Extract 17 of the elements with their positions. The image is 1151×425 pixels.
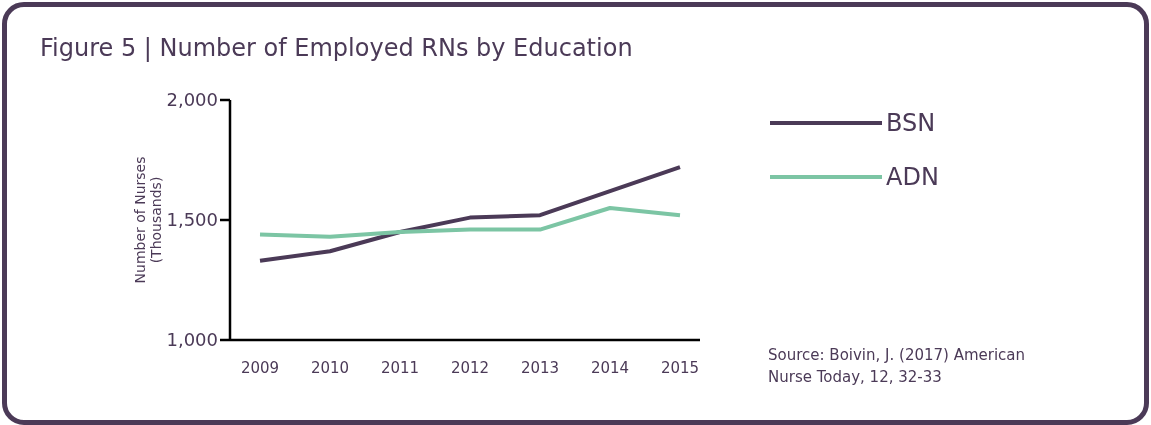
y-axis-title: Number of Nurses (Thousands)	[132, 156, 164, 284]
chart-title: Figure 5 | Number of Employed RNs by Education	[40, 34, 633, 62]
x-tick-label: 2012	[450, 358, 490, 377]
x-tick-label: 2015	[660, 358, 700, 377]
source-note: Source: Boivin, J. (2017) American Nurse Today, 12, 32-33	[768, 345, 1027, 388]
legend-label: ADN	[886, 163, 939, 191]
line-series	[258, 165, 682, 263]
x-tick-label: 2013	[520, 358, 560, 377]
y-tick-label: 2,000	[166, 89, 218, 111]
y-tick-label: 1,000	[166, 329, 218, 351]
line-series	[258, 206, 682, 239]
x-tick-label: 2010	[310, 358, 350, 377]
x-tick-label: 2009	[240, 358, 280, 377]
legend-label: BSN	[886, 109, 936, 137]
x-tick-label: 2014	[590, 358, 630, 377]
y-tick-label: 1,500	[166, 209, 218, 231]
x-tick-label: 2011	[380, 358, 420, 377]
